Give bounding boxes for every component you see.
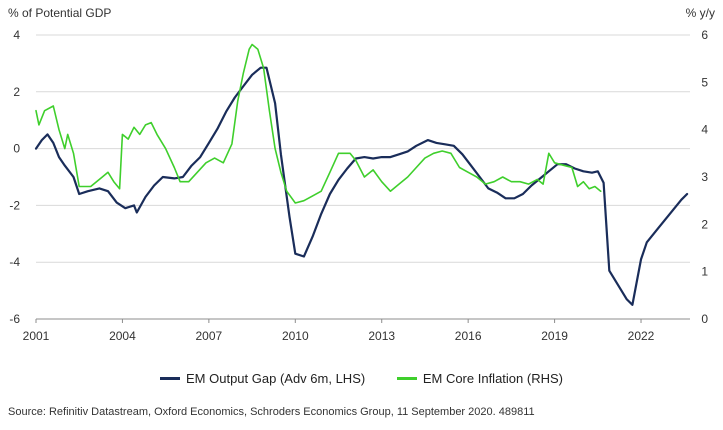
right-tick-label: 3: [701, 170, 708, 184]
x-tick-label: 2013: [368, 329, 395, 343]
x-tick-label: 2016: [455, 329, 482, 343]
x-tick-label: 2007: [196, 329, 223, 343]
x-tick-label: 2010: [282, 329, 309, 343]
right-tick-label: 0: [701, 312, 708, 326]
right-axis-label: % y/y: [685, 6, 715, 20]
x-tick-label: 2004: [109, 329, 136, 343]
right-tick-label: 5: [701, 75, 708, 89]
series-line-core-inflation: [35, 43, 602, 204]
chart-canvas: 4 2 0 -2 -4 -6 6 5 4 3 2 1 0 2001 2004 2007 2010 2013 2016…: [9, 28, 708, 343]
left-tick-label: -6: [9, 312, 20, 326]
source-note: Source: Refinitiv Datastream, Oxford Eco…: [8, 406, 535, 418]
x-tick-label: 2019: [541, 329, 568, 343]
legend-swatch-output-gap: [160, 377, 181, 380]
left-tick-label: 0: [13, 142, 20, 156]
left-tick-label: 4: [13, 28, 20, 42]
x-tick-label: 2001: [23, 329, 50, 343]
x-tick-label: 2022: [628, 329, 655, 343]
left-tick-label: -2: [9, 198, 20, 212]
right-tick-label: 4: [701, 123, 708, 137]
chart-legend: EM Output Gap (Adv 6m, LHS) EM Core Infl…: [0, 368, 723, 386]
right-tick-label: 2: [701, 217, 708, 231]
legend-item-output-gap: EM Output Gap (Adv 6m, LHS): [160, 371, 365, 386]
legend-label-core-inflation: EM Core Inflation (RHS): [422, 371, 563, 386]
legend-label-output-gap: EM Output Gap (Adv 6m, LHS): [186, 371, 366, 386]
right-tick-label: 1: [701, 265, 708, 279]
right-tick-label: 6: [701, 28, 708, 42]
series-line-output-gap: [34, 66, 689, 306]
left-axis-label: % of Potential GDP: [8, 6, 112, 20]
left-tick-label: 2: [13, 85, 20, 99]
legend-swatch-core-inflation: [396, 377, 417, 380]
legend-item-core-inflation: EM Core Inflation (RHS): [396, 371, 563, 386]
left-tick-label: -4: [9, 255, 20, 269]
